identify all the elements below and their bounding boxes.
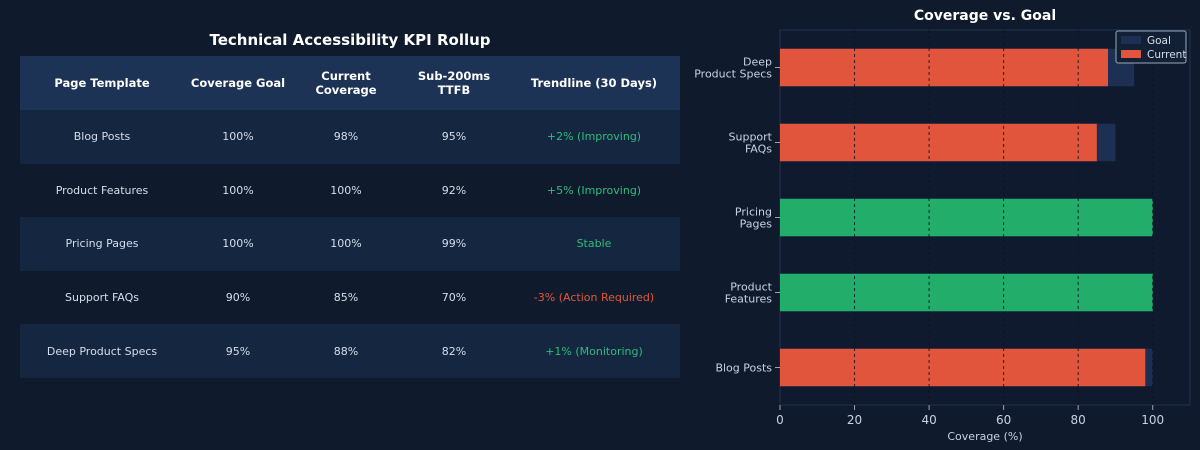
cell-current-coverage: 85% [292,270,400,325]
x-tick-label: 20 [847,413,862,427]
table-row: Blog Posts 100% 98% 95% +2% (Improving) [20,110,680,164]
cell-trendline: Stable [508,217,680,271]
cell-trendline: +2% (Improving) [508,110,680,164]
y-tick-label: Support [729,131,773,144]
cell-ttfb: 82% [400,324,508,378]
header-ttfb: Sub-200ms TTFB [400,56,508,110]
cell-page-template: Support FAQs [20,270,184,325]
chart-title: Coverage vs. Goal [914,8,1056,24]
kpi-table: Page Template Coverage Goal Current Cove… [20,56,680,378]
cell-ttfb: 99% [400,217,508,271]
cell-ttfb: 70% [400,270,508,325]
legend-label-current: Current [1147,49,1186,61]
x-tick-label: 40 [921,413,936,427]
cell-coverage-goal: 100% [184,163,292,218]
coverage-chart: Coverage vs. Goal 0 20 40 60 80 100 Coverage (%… [694,8,1191,443]
current-bar [780,348,1146,387]
y-tick-label: Product Specs [694,68,772,81]
y-tick-label: Blog Posts [715,362,772,375]
x-tick-label: 0 [776,413,784,427]
x-tick-label: 80 [1071,413,1086,427]
cell-coverage-goal: 100% [184,217,292,271]
cell-page-template: Product Features [20,163,184,218]
cell-current-coverage: 100% [292,163,400,218]
cell-coverage-goal: 95% [184,324,292,378]
table-header-row: Page Template Coverage Goal Current Cove… [20,56,680,110]
cell-page-template: Pricing Pages [20,217,184,271]
y-tick-label: Features [725,293,773,306]
table-row: Support FAQs 90% 85% 70% -3% (Action Require… [20,270,680,325]
table-row: Pricing Pages 100% 100% 99% Stable [20,217,680,271]
current-bar [780,198,1153,237]
y-tick-label: Pricing [735,206,772,219]
cell-coverage-goal: 90% [184,270,292,325]
legend-swatch-goal [1121,36,1141,44]
cell-coverage-goal: 100% [184,110,292,164]
cell-ttfb: 95% [400,110,508,164]
header-current-coverage: Current Coverage [292,56,400,110]
y-tick-label: Pages [740,218,773,231]
legend-label-goal: Goal [1147,35,1171,47]
header-page-template: Page Template [20,56,184,110]
x-axis-label: Coverage (%) [947,430,1022,443]
cell-trendline: +5% (Improving) [508,163,680,218]
table-title: Technical Accessibility KPI Rollup [209,31,491,49]
table-row: Product Features 100% 100% 92% +5% (Improvin… [20,163,680,218]
cell-trendline: -3% (Action Required) [508,270,680,325]
current-bar [780,273,1153,312]
header-coverage-goal: Coverage Goal [184,56,292,110]
x-tick-label: 60 [996,413,1011,427]
current-bar [780,48,1108,87]
legend-swatch-current [1121,50,1141,58]
cell-current-coverage: 88% [292,324,400,378]
current-bar [780,123,1097,162]
x-tick-label: 100 [1141,413,1164,427]
cell-trendline: +1% (Monitoring) [508,324,680,378]
cell-current-coverage: 98% [292,110,400,164]
cell-page-template: Deep Product Specs [20,324,184,378]
y-tick-label: FAQs [745,143,772,156]
y-tick-label: Product [730,281,772,294]
table-row: Deep Product Specs 95% 88% 82% +1% (Monitori… [20,324,680,378]
cell-current-coverage: 100% [292,217,400,271]
y-tick-label: Deep [743,56,772,69]
cell-ttfb: 92% [400,163,508,218]
header-trendline: Trendline (30 Days) [508,56,680,110]
cell-page-template: Blog Posts [20,110,184,164]
